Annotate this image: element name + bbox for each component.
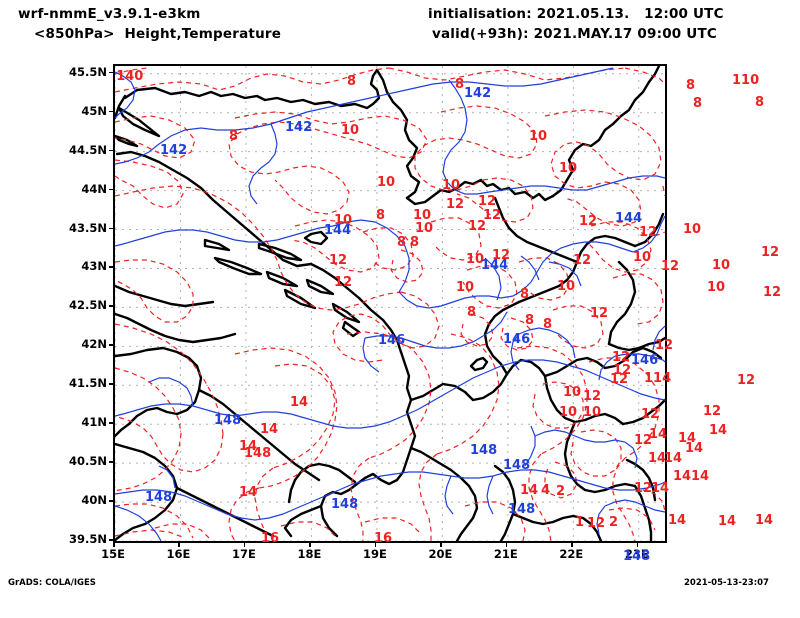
x-axis-tick-label: 21E <box>493 547 518 561</box>
y-axis-tick-mark <box>109 500 114 502</box>
contour-map-plot <box>113 64 667 543</box>
y-axis-tick-mark <box>109 149 114 152</box>
temperature-contour-label: 14 <box>685 441 704 456</box>
y-axis-tick-mark <box>109 422 114 424</box>
temperature-contour-label: 14 <box>668 513 687 528</box>
footer-credit: GrADS: COLA/IGES <box>8 578 96 588</box>
x-axis-tick-label: 20E <box>428 547 453 561</box>
temperature-contour-label: 110 <box>732 73 760 88</box>
y-axis-tick-mark <box>109 71 114 74</box>
y-axis-tick-label: 43.5N <box>69 220 107 235</box>
y-axis-tick-label: 45N <box>81 103 107 118</box>
y-axis-tick-mark <box>109 188 114 191</box>
x-axis-tick-label: 19E <box>362 547 387 561</box>
y-axis-tick-label: 44.5N <box>69 142 107 157</box>
temperature-contour-label: 12 <box>737 373 756 388</box>
x-axis-tick-mark <box>178 542 180 547</box>
height-contours <box>115 67 665 541</box>
temperature-contour-label: 14 <box>709 423 728 438</box>
temperature-contour-label: 12 <box>761 245 780 260</box>
temperature-contour-label: 14 <box>691 469 710 484</box>
x-axis-tick-mark <box>571 542 573 547</box>
y-axis-tick-mark <box>109 110 114 113</box>
y-axis-tick-label: 44N <box>81 181 107 196</box>
y-axis-tick-mark <box>109 539 114 541</box>
initialisation-time: initialisation: 2021.05.13. 12:00 UTC <box>428 6 724 22</box>
temperature-contour-label: 14 <box>673 469 692 484</box>
temperature-contour-label: 14 <box>678 431 697 446</box>
temperature-contour-label: 14 <box>718 514 737 529</box>
temperature-contour-label: 10 <box>683 222 702 237</box>
model-title: wrf-nmmE_v3.9.1-e3km <box>18 6 201 22</box>
y-axis-tick-label: 45.5N <box>69 64 107 79</box>
y-axis-tick-label: 40N <box>81 493 107 508</box>
y-axis-tick-label: 40.5N <box>69 454 107 469</box>
map-canvas <box>115 66 665 541</box>
x-axis-tick-label: 16E <box>166 547 191 561</box>
y-axis-tick-label: 41N <box>81 415 107 430</box>
x-axis-tick-label: 18E <box>297 547 322 561</box>
temperature-contours <box>115 67 665 541</box>
temperature-contour-label: 14 <box>755 513 774 528</box>
x-axis-tick-mark <box>243 542 246 547</box>
x-axis-tick-label: 23E <box>624 547 649 561</box>
y-axis-tick-label: 42.5N <box>69 298 107 313</box>
y-axis-tick-label: 41.5N <box>69 376 107 391</box>
x-axis-tick-mark <box>636 542 639 547</box>
gridlines <box>115 66 665 541</box>
x-axis-tick-label: 15E <box>101 547 125 561</box>
y-axis-tick-mark <box>109 305 114 307</box>
temperature-contour-label: 8 <box>755 95 765 110</box>
y-axis-tick-mark <box>109 266 114 268</box>
x-axis-tick-mark <box>309 542 311 547</box>
coastline-borders-layer <box>115 66 665 541</box>
y-axis-tick-mark <box>109 344 114 346</box>
x-axis-tick-mark <box>505 542 508 547</box>
footer-timestamp: 2021-05-13-23:07 <box>684 578 769 588</box>
y-axis-tick-mark <box>109 461 114 463</box>
temperature-contour-label: 10 <box>712 258 731 273</box>
y-axis-tick-label: 42N <box>81 337 107 352</box>
y-axis-tick-mark <box>109 383 114 385</box>
x-axis-tick-mark <box>440 542 442 547</box>
y-axis-tick-label: 43N <box>81 259 107 274</box>
valid-time: valid(+93h): 2021.MAY.17 09:00 UTC <box>432 26 717 42</box>
temperature-contour-label: 8 <box>693 96 703 111</box>
x-axis-tick-mark <box>113 542 115 547</box>
level-subtitle: <850hPa> Height,Temperature <box>34 26 282 42</box>
temperature-contour-label: 12 <box>703 404 722 419</box>
y-axis-tick-label: 39.5N <box>69 532 107 546</box>
temperature-contour-label: 12 <box>763 285 782 300</box>
y-axis-tick-mark <box>109 227 114 230</box>
temperature-contour-label: 10 <box>707 280 726 295</box>
x-axis-tick-label: 22E <box>559 547 584 561</box>
x-axis-tick-label: 17E <box>232 547 256 561</box>
x-axis-tick-mark <box>374 542 377 547</box>
temperature-contour-label: 8 <box>686 78 696 93</box>
